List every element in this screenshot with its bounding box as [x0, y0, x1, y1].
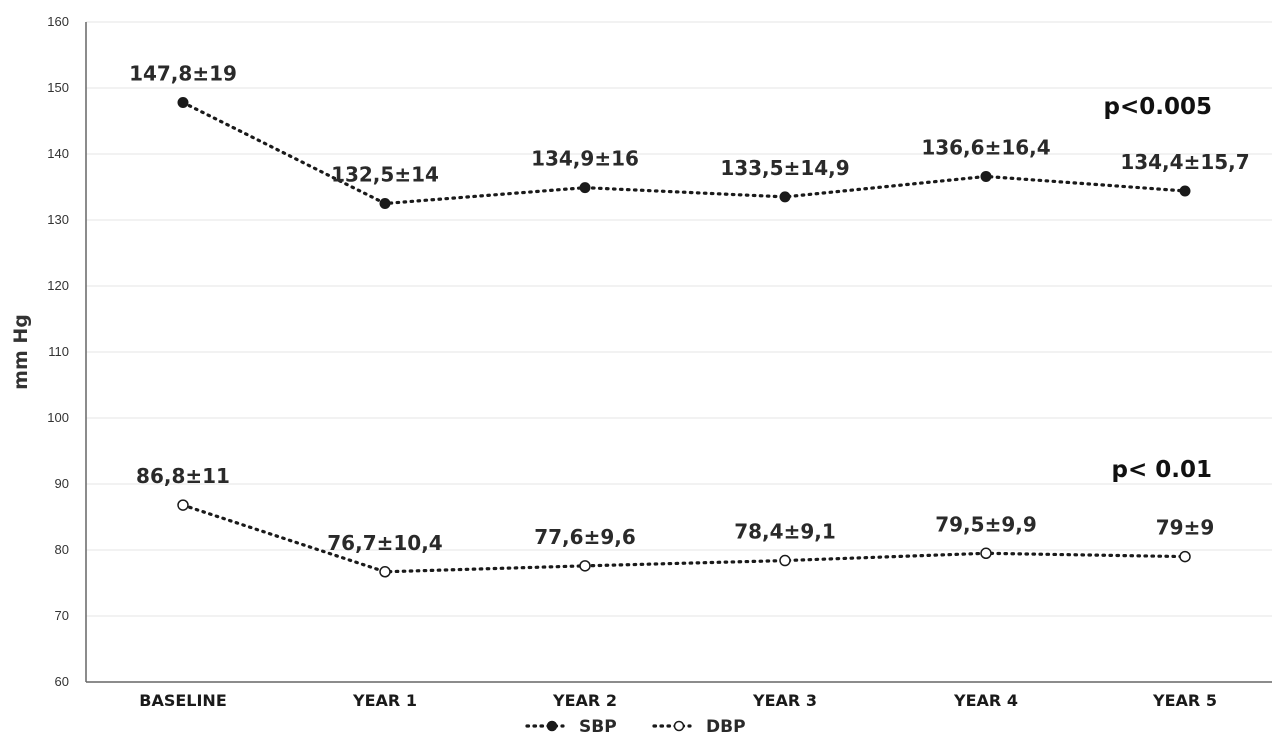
- y-axis-label: mm Hg: [10, 314, 32, 390]
- series-dbp: [177, 499, 1191, 578]
- data-point: [1179, 550, 1191, 563]
- legend-marker: [673, 720, 685, 732]
- data-point: [779, 191, 791, 203]
- data-label: 77,6±9,6: [534, 525, 636, 549]
- y-tick-label: 70: [55, 608, 69, 623]
- gridlines: [86, 21, 1272, 617]
- legend-marker: [546, 720, 558, 732]
- data-point: [579, 560, 591, 572]
- data-point: [379, 566, 391, 578]
- p-value-annotation: p< 0.01: [1112, 457, 1213, 483]
- data-label: 79,5±9,9: [935, 512, 1037, 536]
- data-label: 76,7±10,4: [327, 531, 442, 555]
- series-layer: [177, 97, 1191, 578]
- y-tick-label: 100: [47, 410, 69, 425]
- data-labels: 147,8±19 132,5±14 134,9±16 133,5±14,9 136,6±…: [129, 62, 1250, 555]
- series-line: [181, 503, 1187, 574]
- annotations: p<0.005 p< 0.01: [1104, 94, 1213, 483]
- series-line: [181, 100, 1187, 206]
- data-point: [177, 499, 189, 511]
- data-point: [980, 170, 992, 182]
- y-tick-label: 140: [47, 146, 69, 161]
- x-tick-label: BASELINE: [139, 691, 227, 710]
- y-tick-label: 160: [47, 14, 69, 29]
- p-value-annotation: p<0.005: [1104, 94, 1213, 120]
- data-point: [379, 198, 391, 209]
- data-point: [980, 547, 992, 560]
- x-tick-label: YEAR 1: [352, 691, 417, 710]
- x-tick-label: YEAR 2: [552, 691, 617, 710]
- legend: SBP DBP: [525, 717, 746, 737]
- x-tick-labels: BASELINE YEAR 1 YEAR 2 YEAR 3 YEAR 4 YEAR 5: [139, 691, 1217, 710]
- data-point: [779, 554, 791, 567]
- x-tick-label: YEAR 3: [752, 691, 817, 710]
- data-point: [1179, 185, 1191, 197]
- y-tick-labels: 60 70 80 90 100 110 120 130 140 150 160: [47, 14, 69, 689]
- data-label: 132,5±14: [331, 163, 439, 187]
- data-point: [177, 97, 189, 109]
- data-label: 133,5±14,9: [720, 156, 849, 180]
- y-tick-label: 150: [47, 80, 69, 95]
- data-label: 79±9: [1156, 516, 1215, 540]
- y-tick-label: 90: [55, 476, 69, 491]
- data-label: 136,6±16,4: [921, 135, 1050, 159]
- series-sbp: [177, 97, 1191, 209]
- x-tick-label: YEAR 5: [1152, 691, 1217, 710]
- data-label: 78,4±9,1: [734, 520, 836, 544]
- y-tick-label: 130: [47, 212, 69, 227]
- y-tick-label: 60: [55, 674, 69, 689]
- data-label: 134,4±15,7: [1120, 150, 1249, 174]
- y-tick-label: 110: [48, 344, 69, 359]
- legend-label: DBP: [706, 717, 746, 737]
- data-label: 86,8±11: [136, 464, 230, 488]
- data-label: 134,9±16: [531, 147, 639, 171]
- y-tick-label: 120: [47, 278, 69, 293]
- legend-label: SBP: [579, 717, 617, 737]
- data-point: [579, 182, 591, 194]
- y-tick-label: 80: [55, 542, 69, 557]
- x-tick-label: YEAR 4: [953, 691, 1018, 710]
- data-label: 147,8±19: [129, 62, 237, 86]
